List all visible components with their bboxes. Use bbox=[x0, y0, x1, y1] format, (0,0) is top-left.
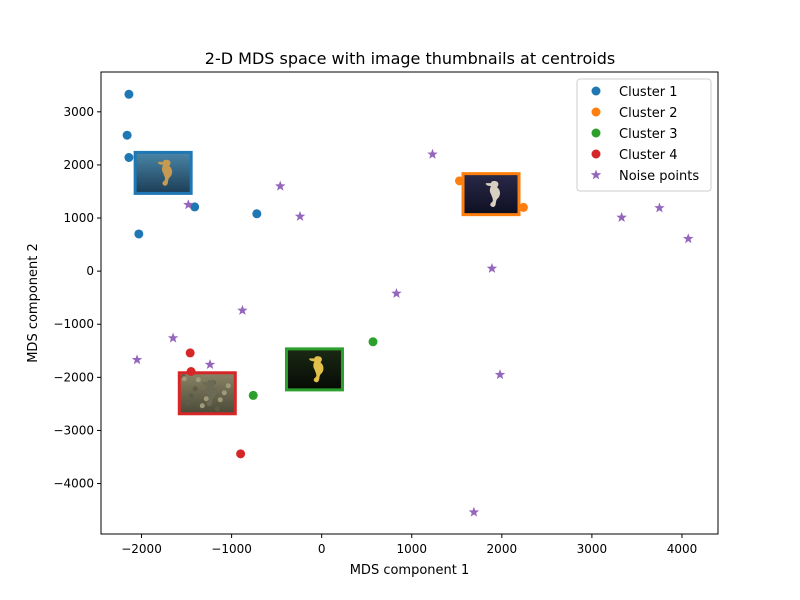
y-tick-label: 3000 bbox=[63, 105, 94, 119]
reef-speck bbox=[184, 400, 190, 406]
data-point-star bbox=[131, 354, 143, 365]
y-tick-label: −1000 bbox=[53, 317, 94, 331]
data-marks bbox=[122, 89, 694, 517]
series-cluster-3 bbox=[248, 337, 378, 400]
y-axis: −4000 −3000 −2000 −1000 0 1000 2000 3000 bbox=[53, 105, 101, 491]
legend-label-cluster-1: Cluster 1 bbox=[619, 85, 678, 100]
data-point bbox=[124, 89, 134, 99]
legend-label-cluster-4: Cluster 4 bbox=[619, 148, 678, 163]
data-point bbox=[248, 390, 258, 400]
data-point-star bbox=[167, 332, 179, 343]
data-point-star bbox=[427, 148, 438, 159]
thumbnail-layer bbox=[133, 150, 521, 416]
thumbnail-cluster-1 bbox=[133, 150, 193, 195]
y-tick-label: 1000 bbox=[63, 211, 94, 225]
x-tick-label: 1000 bbox=[396, 542, 427, 556]
data-point bbox=[236, 449, 246, 459]
series-cluster-4 bbox=[185, 348, 246, 459]
data-point bbox=[368, 337, 378, 347]
data-point-star bbox=[683, 233, 694, 244]
reef-speck bbox=[199, 403, 205, 409]
data-point bbox=[454, 176, 464, 186]
data-point-star bbox=[237, 304, 248, 315]
legend-marker-cluster-1 bbox=[591, 86, 601, 96]
reef-speck bbox=[181, 376, 187, 382]
reef-speck bbox=[203, 396, 209, 402]
data-point-star bbox=[204, 359, 216, 370]
data-point-star bbox=[486, 262, 498, 273]
thumbnail-frame bbox=[177, 371, 237, 416]
thumbnail-cluster-2 bbox=[461, 172, 521, 217]
x-tick-label: 4000 bbox=[667, 542, 698, 556]
reef-speck bbox=[195, 377, 201, 383]
y-axis-label: MDS component 2 bbox=[26, 243, 41, 363]
thumbnail-frame bbox=[133, 150, 193, 195]
seahorse-icon bbox=[157, 159, 173, 186]
y-tick-label: −2000 bbox=[53, 370, 94, 384]
series-noise-points bbox=[131, 148, 694, 517]
x-axis-label: MDS component 1 bbox=[350, 563, 470, 578]
data-point bbox=[124, 152, 134, 162]
data-point bbox=[134, 229, 144, 239]
data-point-star bbox=[654, 202, 665, 213]
reef-speck bbox=[188, 393, 194, 399]
series-cluster-1 bbox=[122, 89, 262, 239]
reef-speck bbox=[221, 390, 227, 396]
chart-title: 2-D MDS space with image thumbnails at c… bbox=[205, 49, 615, 68]
seahorse-icon bbox=[309, 356, 324, 383]
y-tick-label: 0 bbox=[86, 264, 94, 278]
data-point bbox=[185, 348, 195, 358]
data-point-star bbox=[294, 210, 306, 221]
data-point-star bbox=[616, 212, 627, 222]
legend-box bbox=[576, 78, 712, 192]
y-tick-label: 2000 bbox=[63, 158, 94, 172]
thumbnail-frame bbox=[461, 172, 521, 217]
x-tick-label: 3000 bbox=[577, 542, 608, 556]
y-tick-label: −3000 bbox=[53, 423, 94, 437]
data-point-star bbox=[275, 180, 286, 191]
data-point bbox=[252, 209, 262, 219]
data-point bbox=[122, 130, 132, 140]
legend-marker-noise-points bbox=[590, 169, 602, 180]
seahorse-icon bbox=[202, 380, 217, 407]
data-point bbox=[190, 202, 200, 212]
x-tick-label: 0 bbox=[318, 542, 326, 556]
seahorse-icon bbox=[485, 180, 501, 208]
thumbnail-frame bbox=[284, 347, 344, 392]
data-point-star bbox=[494, 369, 506, 380]
legend-marker-cluster-2 bbox=[591, 107, 601, 117]
reef-speck bbox=[192, 386, 198, 392]
thumbnail-cluster-3 bbox=[284, 347, 344, 392]
legend-label-cluster-2: Cluster 2 bbox=[619, 106, 678, 121]
x-axis: −2000 −1000 0 1000 2000 3000 4000 bbox=[121, 534, 697, 556]
reef-speck bbox=[225, 383, 231, 389]
data-point bbox=[518, 202, 528, 212]
x-tick-label: −2000 bbox=[121, 542, 162, 556]
series-cluster-2 bbox=[454, 176, 528, 212]
reef-speck bbox=[217, 397, 223, 403]
data-point-star bbox=[183, 199, 194, 210]
x-tick-label: 2000 bbox=[487, 542, 518, 556]
legend-label-noise-points: Noise points bbox=[619, 169, 699, 184]
plot-frame bbox=[100, 71, 719, 535]
legend: Cluster 1 Cluster 2 Cluster 3 Cluster 4 Nois… bbox=[576, 78, 712, 192]
reef-speck bbox=[214, 406, 220, 412]
x-tick-label: −1000 bbox=[211, 542, 252, 556]
legend-marker-cluster-3 bbox=[591, 128, 601, 138]
data-point-star bbox=[391, 287, 402, 298]
data-point-star bbox=[468, 506, 480, 517]
data-point bbox=[186, 367, 196, 377]
y-tick-label: −4000 bbox=[53, 477, 94, 491]
legend-label-cluster-3: Cluster 3 bbox=[619, 127, 678, 142]
legend-marker-cluster-4 bbox=[591, 149, 601, 159]
thumbnail-cluster-4 bbox=[177, 371, 237, 416]
